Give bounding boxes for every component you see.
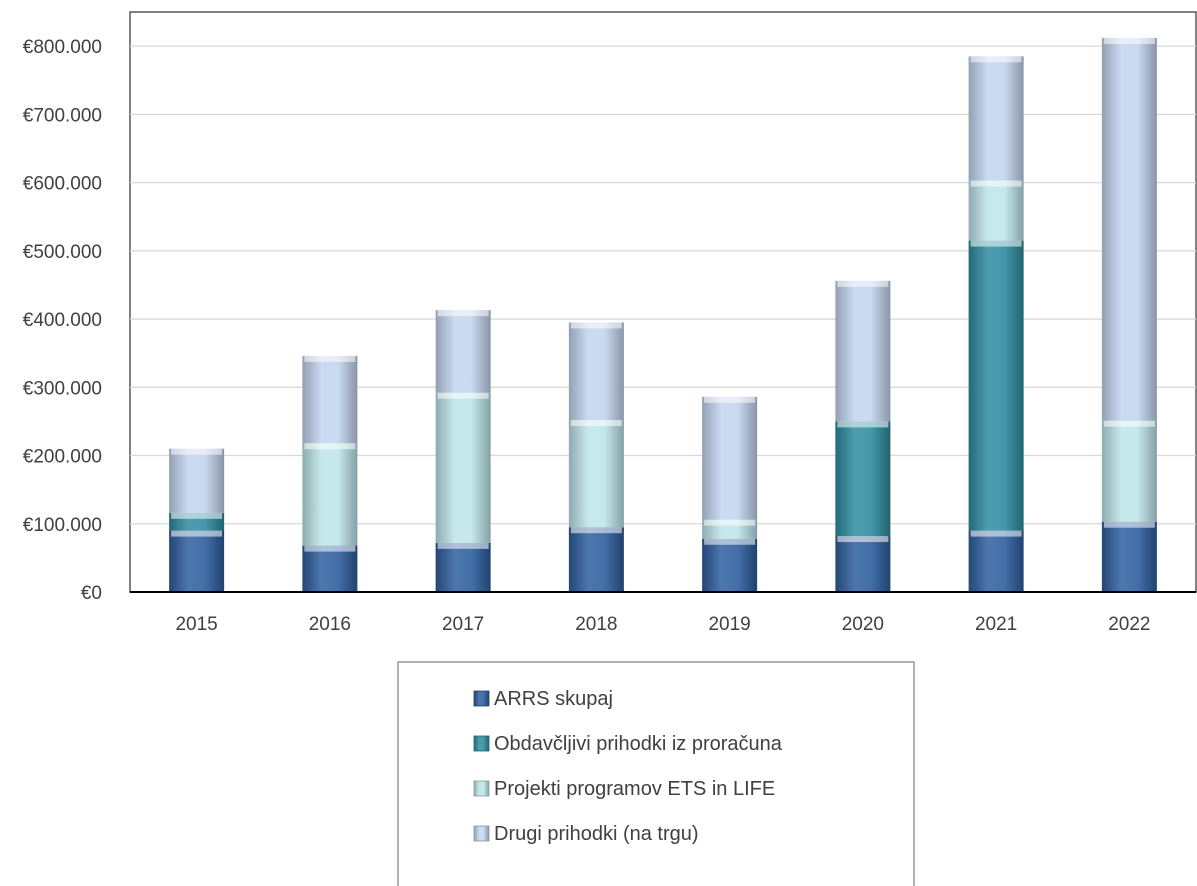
bar-highlight <box>837 280 889 287</box>
bar-highlight <box>704 396 756 403</box>
bar-highlight <box>171 512 223 519</box>
bar-segment <box>169 448 225 513</box>
x-axis-tick-labels: 2015 2016 2017 2018 2019 2020 2021 2022 <box>175 614 1150 635</box>
bar-highlight <box>1103 420 1155 427</box>
bar-segment <box>435 392 491 543</box>
bar-segment <box>568 420 624 528</box>
bars <box>169 37 1157 592</box>
bar-segment <box>302 355 358 444</box>
legend-swatch <box>473 735 490 752</box>
bar-highlight <box>704 538 756 545</box>
x-tick-label: 2019 <box>708 614 750 635</box>
y-tick-label: €600.000 <box>23 174 102 195</box>
bar-highlight <box>570 420 622 427</box>
y-tick-label: €700.000 <box>23 105 102 126</box>
bar-segment <box>1101 420 1157 522</box>
bar-segment <box>968 240 1024 531</box>
y-tick-label: €800.000 <box>23 37 102 58</box>
bar-segment <box>1101 521 1157 592</box>
bar-segment <box>568 322 624 421</box>
x-tick-label: 2022 <box>1108 614 1150 635</box>
bar-highlight <box>970 56 1022 63</box>
bar-segment <box>835 536 891 592</box>
y-tick-label: €100.000 <box>23 515 102 536</box>
bar-segment <box>835 421 891 537</box>
bar-highlight <box>304 443 356 450</box>
bar-highlight <box>570 527 622 534</box>
grid-lines <box>130 45 1196 525</box>
bar-highlight <box>304 545 356 552</box>
bar-highlight <box>1103 37 1155 44</box>
bar-highlight <box>171 530 223 537</box>
y-tick-label: €0 <box>81 583 102 604</box>
y-tick-label: €300.000 <box>23 378 102 399</box>
bar-highlight <box>837 536 889 543</box>
bar-segment <box>568 527 624 592</box>
y-axis-tick-labels: €0 €100.000 €200.000 €300.000 €400.000 €500.0… <box>23 37 102 604</box>
bar-highlight <box>970 530 1022 537</box>
bar-segment <box>169 530 225 592</box>
bar-segment <box>702 396 758 520</box>
bar-highlight <box>437 310 489 317</box>
y-tick-label: €200.000 <box>23 447 102 468</box>
plot-frame <box>129 11 1197 593</box>
bar-segment <box>302 545 358 592</box>
bar-segment <box>302 443 358 546</box>
bar-highlight <box>704 519 756 526</box>
x-tick-label: 2020 <box>842 614 884 635</box>
legend-label: ARRS skupaj <box>494 688 613 710</box>
bar-highlight <box>171 448 223 455</box>
bar-segment <box>968 530 1024 592</box>
bar-highlight <box>970 240 1022 247</box>
bar-segment <box>835 280 891 422</box>
bar-segment <box>1101 37 1157 421</box>
bar-highlight <box>570 322 622 329</box>
x-tick-label: 2015 <box>175 614 217 635</box>
legend-swatch <box>473 780 490 797</box>
y-tick-label: €500.000 <box>23 242 102 263</box>
legend-swatch <box>473 690 490 707</box>
bar-highlight <box>1103 521 1155 528</box>
legend-label: Projekti programov ETS in LIFE <box>494 778 775 800</box>
legend-label: Drugi prihodki (na trgu) <box>494 823 699 845</box>
bar-highlight <box>837 421 889 428</box>
bar-segment <box>968 56 1024 181</box>
legend: ARRS skupaj Obdavčljivi prihodki iz prora… <box>397 661 915 886</box>
legend-label: Obdavčljivi prihodki iz proračuna <box>494 733 783 755</box>
y-tick-label: €400.000 <box>23 310 102 331</box>
x-tick-label: 2021 <box>975 614 1017 635</box>
bar-highlight <box>304 355 356 362</box>
bar-highlight <box>437 392 489 399</box>
x-tick-label: 2017 <box>442 614 484 635</box>
bar-segment <box>968 180 1024 241</box>
bar-segment <box>435 310 491 393</box>
legend-swatch <box>473 825 490 842</box>
bar-segment <box>435 542 491 592</box>
bar-segment <box>702 538 758 592</box>
bar-highlight <box>970 180 1022 187</box>
x-tick-label: 2016 <box>309 614 351 635</box>
bar-highlight <box>437 542 489 549</box>
x-tick-label: 2018 <box>575 614 617 635</box>
